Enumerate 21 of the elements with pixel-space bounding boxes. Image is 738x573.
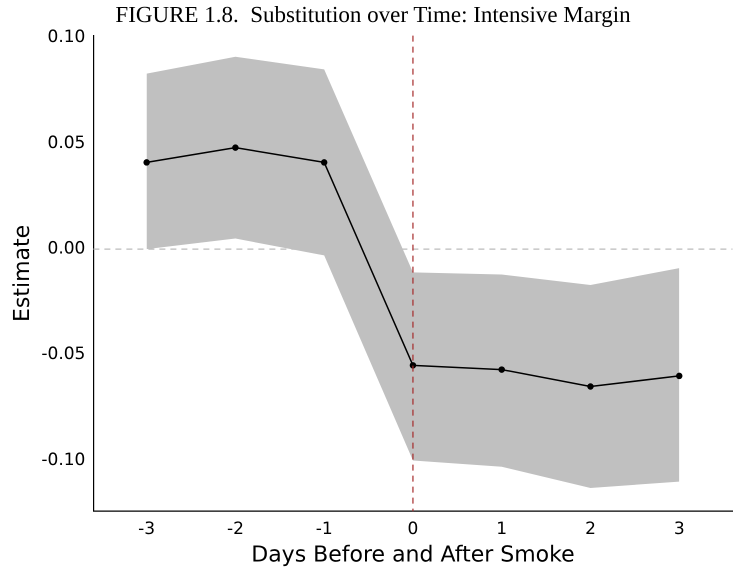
y-axis-title: Estimate <box>10 224 35 322</box>
point <box>320 159 328 166</box>
point <box>498 366 505 373</box>
point <box>587 383 594 390</box>
y-tick-label: -0.05 <box>41 344 86 364</box>
x-tick-label: -3 <box>138 518 156 539</box>
chart-title: FIGURE 1.8. Substitution over Time: Intensive Margin <box>115 2 632 27</box>
y-tick-label: -0.10 <box>41 450 86 470</box>
y-tick-label: 0.10 <box>48 27 86 48</box>
point <box>232 144 239 151</box>
x-axis-title: Days Before and After Smoke <box>251 542 575 568</box>
x-tick-label: 3 <box>674 518 685 539</box>
x-tick-label: 2 <box>585 518 596 539</box>
x-tick-label: 0 <box>408 518 418 539</box>
y-tick-label: 0.05 <box>48 132 86 153</box>
x-tick-label: -2 <box>226 518 244 539</box>
point <box>676 372 682 380</box>
x-tick-label: -1 <box>316 518 333 539</box>
y-tick-label: 0.00 <box>48 238 86 259</box>
x-tick-label: 1 <box>496 518 508 539</box>
point <box>143 159 150 166</box>
